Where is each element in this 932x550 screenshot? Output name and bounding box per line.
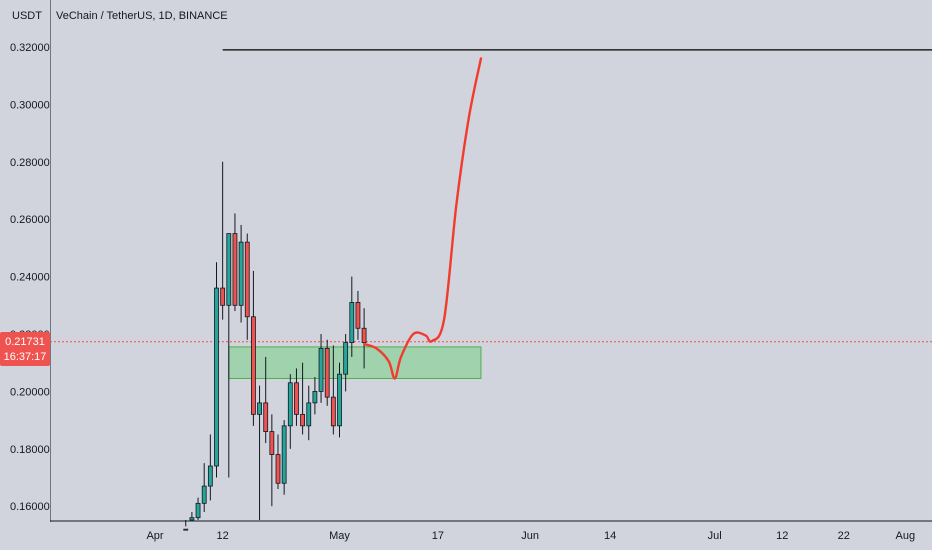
- candle[interactable]: [238, 224, 244, 323]
- candle[interactable]: [250, 270, 256, 426]
- x-tick-label: 14: [604, 530, 616, 542]
- candle[interactable]: [318, 334, 324, 403]
- candle[interactable]: [287, 374, 293, 449]
- candle[interactable]: [263, 356, 269, 444]
- candle-body: [361, 327, 367, 344]
- price-badge: 0.21731 16:37:17: [0, 332, 50, 366]
- candle[interactable]: [189, 511, 195, 521]
- candle[interactable]: [232, 213, 238, 312]
- price-badge-countdown: 16:37:17: [4, 351, 47, 363]
- candle[interactable]: [306, 385, 312, 441]
- candle[interactable]: [269, 414, 275, 507]
- projection-curve[interactable]: [362, 57, 483, 380]
- candle[interactable]: [355, 290, 361, 340]
- candle[interactable]: [226, 233, 232, 478]
- x-tick-label: May: [329, 530, 350, 542]
- candle-body: [183, 528, 189, 531]
- x-tick-label: Aug: [896, 530, 916, 542]
- candle-body: [263, 402, 269, 432]
- candle-body: [355, 302, 361, 329]
- candle-body: [349, 302, 355, 344]
- candle[interactable]: [257, 385, 262, 520]
- candle-body: [226, 233, 232, 306]
- candle[interactable]: [337, 362, 342, 438]
- candle[interactable]: [201, 463, 207, 512]
- x-tick-label: 22: [838, 530, 850, 542]
- candle-body: [250, 316, 256, 415]
- candle-body: [281, 425, 287, 484]
- candle[interactable]: [361, 308, 367, 369]
- candle[interactable]: [324, 339, 330, 406]
- candle[interactable]: [300, 362, 306, 435]
- x-tick-label: Jul: [708, 530, 722, 542]
- y-tick-label: 0.16000: [10, 501, 50, 513]
- candle[interactable]: [183, 520, 189, 531]
- candle-body: [312, 390, 318, 404]
- candle-body: [343, 342, 349, 375]
- candle-body: [306, 402, 312, 427]
- candle[interactable]: [214, 262, 219, 478]
- y-tick-label: 0.20000: [10, 386, 50, 398]
- candles: [183, 161, 367, 531]
- candle-body: [324, 347, 330, 398]
- support-zone[interactable]: [228, 346, 482, 379]
- x-axis-band: [50, 522, 932, 550]
- y-axis-band: [0, 0, 50, 550]
- candle-body: [207, 465, 213, 487]
- candle-body: [232, 233, 238, 306]
- candle[interactable]: [244, 233, 250, 340]
- y-tick-label: 0.32000: [10, 42, 50, 54]
- chart-title: VeChain / TetherUS, 1D, BINANCE: [56, 10, 228, 22]
- candle[interactable]: [349, 276, 355, 357]
- x-tick-label: Apr: [146, 530, 163, 542]
- x-tick-label: 12: [776, 530, 788, 542]
- currency-label: USDT: [12, 10, 42, 22]
- candle-body: [201, 485, 207, 504]
- candle-body: [275, 454, 281, 484]
- candle-body: [195, 502, 201, 519]
- candle-body: [189, 517, 195, 521]
- candle[interactable]: [330, 345, 336, 435]
- candle-body: [318, 347, 324, 392]
- x-tick-label: Jun: [521, 530, 539, 542]
- candle[interactable]: [343, 334, 349, 392]
- candle[interactable]: [294, 368, 299, 426]
- candle[interactable]: [275, 434, 281, 489]
- price-badge-bg: [0, 332, 50, 366]
- candle[interactable]: [195, 497, 201, 520]
- candle[interactable]: [220, 161, 226, 320]
- candle-body: [300, 413, 306, 427]
- x-tick-label: 12: [217, 530, 229, 542]
- price-badge-price: 0.21731: [5, 336, 45, 348]
- y-tick-label: 0.18000: [10, 444, 50, 456]
- candle-body: [257, 402, 262, 415]
- candle[interactable]: [281, 420, 287, 495]
- candle-body: [337, 373, 342, 427]
- y-tick-label: 0.30000: [10, 99, 50, 111]
- candle-body: [220, 287, 226, 306]
- candle-body: [294, 382, 299, 415]
- x-tick-label: 17: [432, 530, 444, 542]
- x-axis[interactable]: 5Apr12May17Jun14Jul1222Aug: [0, 530, 915, 542]
- y-tick-label: 0.28000: [10, 157, 50, 169]
- y-tick-label: 0.24000: [10, 272, 50, 284]
- candle-body: [238, 241, 244, 306]
- candle[interactable]: [207, 434, 213, 501]
- candle[interactable]: [312, 377, 318, 415]
- candle-body: [287, 382, 293, 427]
- candle-body: [244, 241, 250, 318]
- candle-body: [330, 396, 336, 427]
- candle-body: [214, 287, 219, 467]
- y-tick-label: 0.26000: [10, 214, 50, 226]
- candle-body: [269, 431, 275, 455]
